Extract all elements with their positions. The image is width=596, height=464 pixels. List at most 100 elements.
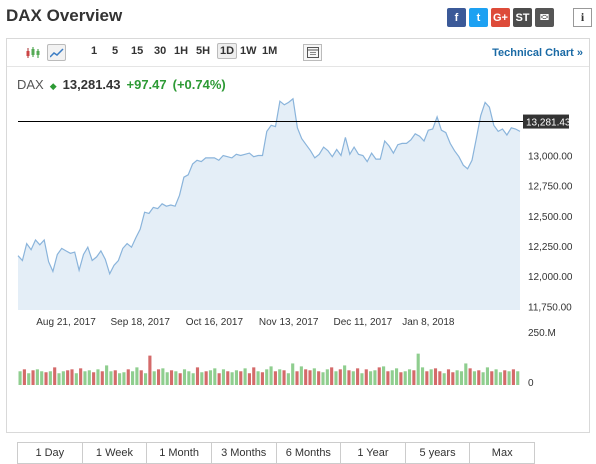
- volume-bar: [412, 370, 416, 385]
- volume-bar: [126, 369, 130, 385]
- y-tick-label: 11,750.00: [528, 302, 572, 313]
- quote-summary: DAX ◆ 13,281.43 +97.47 (+0.74%): [17, 77, 226, 92]
- area-chart-icon[interactable]: [47, 44, 66, 61]
- volume-bar: [260, 372, 264, 385]
- quote-symbol: DAX: [17, 77, 44, 92]
- volume-bar: [356, 368, 360, 385]
- volume-bar: [230, 372, 234, 385]
- info-icon[interactable]: i: [573, 8, 592, 27]
- volume-bar: [200, 372, 204, 385]
- google-plus-icon[interactable]: G+: [491, 8, 510, 27]
- volume-bar: [165, 372, 169, 385]
- volume-bar: [351, 371, 355, 385]
- volume-bar: [464, 363, 468, 385]
- twitter-icon[interactable]: t: [469, 8, 488, 27]
- timeframe-5h[interactable]: 5H: [196, 45, 211, 57]
- volume-bar: [269, 366, 273, 385]
- quote-change: +97.47: [126, 77, 167, 92]
- range-3-months[interactable]: 3 Months: [212, 443, 277, 463]
- timeframe-1d[interactable]: 1D: [217, 43, 238, 59]
- x-tick-label: Sep 18, 2017: [110, 317, 170, 328]
- y-tick-label: 12,000.00: [528, 272, 573, 283]
- volume-bar: [295, 371, 299, 385]
- quote-last-price: 13,281.43: [62, 77, 121, 92]
- stocktwits-icon[interactable]: ST: [513, 8, 532, 27]
- volume-bar: [109, 371, 113, 385]
- volume-bar: [204, 371, 208, 385]
- chart-toolbar: 1 5 15 30 1H 5H 1D 1W 1M Technical Chart…: [7, 39, 589, 67]
- technical-chart-link[interactable]: Technical Chart »: [492, 47, 583, 59]
- volume-bar: [74, 373, 78, 385]
- volume-bar: [425, 371, 429, 385]
- up-arrow-icon: ◆: [49, 81, 57, 91]
- volume-bar: [438, 371, 442, 385]
- volume-bar: [498, 372, 502, 385]
- volume-bar: [308, 370, 312, 385]
- range-selector: 1 Day 1 Week 1 Month 3 Months 6 Months 1…: [17, 442, 535, 464]
- range-1-year[interactable]: 1 Year: [341, 443, 406, 463]
- volume-bar: [152, 371, 156, 385]
- volume-bar: [451, 372, 455, 385]
- volume-bar: [416, 353, 420, 385]
- volume-bar: [343, 365, 347, 385]
- volume-bar: [48, 371, 52, 385]
- candlestick-icon[interactable]: [23, 44, 42, 61]
- volume-bar: [299, 366, 303, 385]
- page-title: DAX Overview: [6, 6, 123, 25]
- volume-bar: [174, 371, 178, 385]
- volume-bar: [334, 371, 338, 385]
- volume-bar: [477, 370, 481, 385]
- volume-bar: [516, 371, 520, 385]
- timeframe-15[interactable]: 15: [131, 45, 144, 57]
- x-tick-label: Nov 13, 2017: [259, 317, 319, 328]
- volume-bar: [360, 373, 364, 385]
- volume-bar: [386, 371, 390, 385]
- volume-bar: [213, 368, 217, 385]
- share-buttons: f t G+ ST ✉: [447, 8, 554, 27]
- range-5-years[interactable]: 5 years: [406, 443, 471, 463]
- volume-bar: [511, 369, 515, 385]
- volume-bar: [338, 369, 342, 385]
- range-1-month[interactable]: 1 Month: [147, 443, 212, 463]
- timeframe-1[interactable]: 1: [91, 45, 98, 57]
- range-max[interactable]: Max: [491, 447, 513, 459]
- chart-settings-icon[interactable]: [303, 44, 322, 61]
- volume-bar: [139, 370, 143, 385]
- volume-bar: [485, 367, 490, 385]
- range-6-months[interactable]: 6 Months: [277, 443, 342, 463]
- volume-bar: [87, 370, 91, 385]
- volume-bar: [291, 363, 295, 385]
- volume-bar: [446, 369, 451, 385]
- volume-bar: [507, 371, 511, 385]
- facebook-icon[interactable]: f: [447, 8, 466, 27]
- volume-bar: [135, 367, 139, 385]
- range-1-day[interactable]: 1 Day: [18, 443, 83, 463]
- volume-bar: [390, 370, 394, 385]
- email-icon[interactable]: ✉: [535, 8, 554, 27]
- y-tick-label: 12,250.00: [528, 242, 573, 253]
- volume-bar: [195, 367, 200, 385]
- volume-bar: [395, 368, 399, 385]
- timeframe-30[interactable]: 30: [154, 45, 167, 57]
- volume-bar: [182, 369, 187, 385]
- timeframe-1m[interactable]: 1M: [262, 45, 278, 57]
- timeframe-5[interactable]: 5: [112, 45, 119, 57]
- volume-bar: [433, 368, 438, 385]
- x-tick-label: Aug 21, 2017: [36, 317, 96, 328]
- volume-bar: [96, 369, 100, 385]
- volume-bar: [61, 371, 65, 385]
- price-chart: Investing.com11,750.0012,000.0012,250.00…: [17, 97, 573, 389]
- volume-bar: [325, 369, 329, 385]
- volume-bar: [403, 371, 407, 385]
- volume-bar: [312, 368, 316, 385]
- timeframe-1h[interactable]: 1H: [174, 45, 189, 57]
- range-1-week[interactable]: 1 Week: [83, 443, 148, 463]
- timeframe-1w[interactable]: 1W: [240, 45, 257, 57]
- volume-bar: [472, 371, 477, 385]
- volume-bar: [191, 373, 195, 385]
- volume-bar: [217, 373, 221, 385]
- volume-bar: [420, 367, 425, 385]
- volume-bar: [105, 365, 109, 385]
- volume-bar: [31, 370, 35, 385]
- volume-bar: [429, 369, 433, 385]
